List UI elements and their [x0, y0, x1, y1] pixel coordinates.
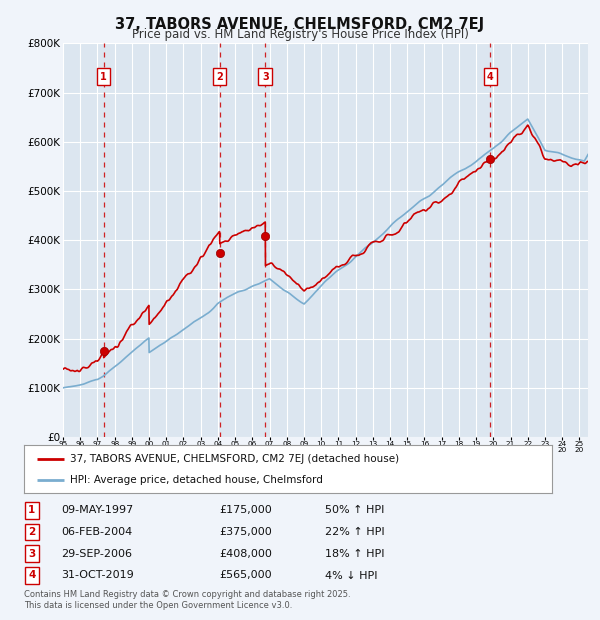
Text: £175,000: £175,000	[220, 505, 272, 515]
Text: 1: 1	[28, 505, 35, 515]
Text: £408,000: £408,000	[220, 549, 272, 559]
Text: Price paid vs. HM Land Registry's House Price Index (HPI): Price paid vs. HM Land Registry's House …	[131, 28, 469, 41]
Text: 29-SEP-2006: 29-SEP-2006	[61, 549, 132, 559]
Text: 06-FEB-2004: 06-FEB-2004	[61, 527, 132, 537]
Text: 18% ↑ HPI: 18% ↑ HPI	[325, 549, 385, 559]
Text: 4: 4	[28, 570, 35, 580]
Text: 22% ↑ HPI: 22% ↑ HPI	[325, 527, 385, 537]
Text: £375,000: £375,000	[220, 527, 272, 537]
Text: 3: 3	[28, 549, 35, 559]
Text: 2: 2	[216, 72, 223, 82]
Text: £565,000: £565,000	[220, 570, 272, 580]
Text: 4% ↓ HPI: 4% ↓ HPI	[325, 570, 377, 580]
Text: HPI: Average price, detached house, Chelmsford: HPI: Average price, detached house, Chel…	[70, 474, 323, 485]
Text: 2: 2	[28, 527, 35, 537]
Text: 31-OCT-2019: 31-OCT-2019	[61, 570, 134, 580]
Text: 37, TABORS AVENUE, CHELMSFORD, CM2 7EJ: 37, TABORS AVENUE, CHELMSFORD, CM2 7EJ	[115, 17, 485, 32]
Text: 3: 3	[262, 72, 269, 82]
Text: 1: 1	[100, 72, 107, 82]
Text: 4: 4	[487, 72, 494, 82]
Text: 50% ↑ HPI: 50% ↑ HPI	[325, 505, 385, 515]
Text: 37, TABORS AVENUE, CHELMSFORD, CM2 7EJ (detached house): 37, TABORS AVENUE, CHELMSFORD, CM2 7EJ (…	[70, 453, 400, 464]
Text: Contains HM Land Registry data © Crown copyright and database right 2025.
This d: Contains HM Land Registry data © Crown c…	[24, 590, 350, 609]
Text: 09-MAY-1997: 09-MAY-1997	[61, 505, 133, 515]
